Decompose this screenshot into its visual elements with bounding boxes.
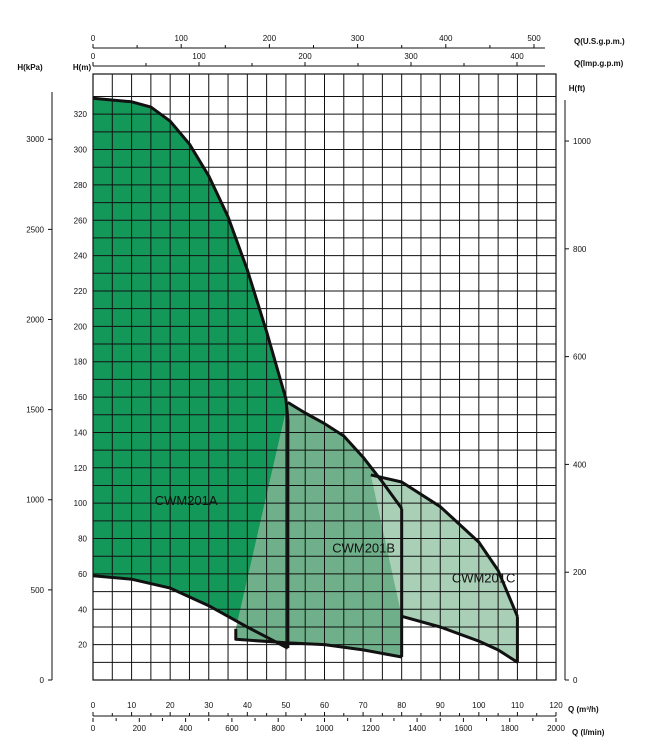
lmin-tick-label: 2000	[547, 724, 565, 733]
y-tick-label: 120	[74, 464, 88, 473]
kpa-tick-label: 3000	[26, 135, 44, 144]
ft-tick-label: 1000	[573, 137, 591, 146]
lmin-tick-label: 600	[225, 724, 239, 733]
region-cwm201c	[370, 474, 518, 663]
region-label-cwm201c: CWM201C	[452, 571, 516, 586]
impgpm-tick-label: 100	[192, 52, 206, 61]
kpa-tick-label: 1000	[26, 496, 44, 505]
y-tick-label: 320	[74, 110, 88, 119]
region-cwm201a	[93, 98, 288, 649]
y-tick-label: 40	[78, 605, 87, 614]
usgpm-axis-label: Q(U.S.g.p.m.)	[574, 37, 625, 46]
y-tick-label: 260	[74, 216, 88, 225]
y-tick-label: 20	[78, 641, 87, 650]
x-tick-label: 40	[243, 701, 252, 710]
region-label-cwm201a: CWM201A	[155, 493, 218, 508]
y-tick-label: 200	[74, 322, 88, 331]
curve-upper-cwm201a	[92, 96, 290, 419]
plot-frame	[92, 73, 557, 681]
usgpm-tick-label: 500	[527, 34, 541, 43]
x-axis-label: Q (m³/h)	[568, 705, 599, 714]
curve-lower-cwm201b	[234, 628, 402, 659]
y-tick-label: 160	[74, 393, 88, 402]
region-label-cwm201b: CWM201B	[332, 541, 395, 556]
ft-tick-label: 0	[573, 676, 578, 685]
y-tick-label: 240	[74, 252, 88, 261]
curve-upper-cwm201c	[370, 473, 519, 617]
y-tick-label: 80	[78, 535, 87, 544]
kpa-axis-label: H(kPa)	[17, 63, 43, 72]
y-tick-label: 100	[74, 499, 88, 508]
y-axis-label: H(m)	[73, 63, 92, 72]
lmin-tick-label: 1200	[362, 724, 380, 733]
x-tick-label: 30	[204, 701, 213, 710]
pump-regions	[93, 98, 518, 663]
lmin-tick-label: 1600	[455, 724, 473, 733]
x-tick-label: 110	[511, 701, 524, 710]
kpa-tick-label: 2500	[26, 225, 44, 234]
lmin-tick-label: 1000	[316, 724, 334, 733]
region-labels: CWM201A CWM201B CWM201C	[155, 493, 516, 586]
curve-lower-cwm201c	[401, 614, 519, 664]
impgpm-axis-label: Q(Imp.g.p.m)	[574, 59, 624, 68]
usgpm-tick-label: 200	[263, 34, 277, 43]
kpa-tick-label: 500	[31, 586, 45, 595]
impgpm-tick-label: 400	[510, 52, 524, 61]
region-cwm201b	[235, 402, 402, 657]
kpa-tick-label: 2000	[26, 315, 44, 324]
usgpm-tick-label: 400	[439, 34, 453, 43]
ft-tick-label: 400	[573, 460, 587, 469]
y-tick-label: 280	[74, 181, 88, 190]
x-tick-label: 100	[472, 701, 486, 710]
x-tick-label: 80	[397, 701, 406, 710]
x-tick-label: 0	[91, 701, 96, 710]
lmin-tick-label: 200	[133, 724, 147, 733]
y-tick-label: 300	[74, 146, 88, 155]
x-tick-label: 20	[166, 701, 175, 710]
x-tick-label: 50	[281, 701, 290, 710]
x-tick-label: 70	[359, 701, 368, 710]
usgpm-tick-label: 100	[175, 34, 189, 43]
ft-tick-label: 800	[573, 245, 587, 254]
impgpm-tick-label: 0	[91, 52, 96, 61]
ft-axis-label: H(ft)	[569, 84, 586, 93]
y-tick-label: 60	[78, 570, 87, 579]
x-tick-label: 60	[320, 701, 329, 710]
lmin-tick-label: 1400	[408, 724, 426, 733]
lmin-axis-label: Q (l/min)	[572, 728, 605, 737]
x-tick-label: 120	[549, 701, 563, 710]
lmin-tick-label: 1800	[501, 724, 519, 733]
y-tick-label: 180	[74, 358, 88, 367]
impgpm-tick-label: 300	[404, 52, 418, 61]
curve-upper-cwm201b	[287, 401, 403, 510]
axes: 2040608010012014016018020022024026028030…	[17, 34, 625, 737]
lmin-tick-label: 800	[272, 724, 286, 733]
lmin-tick-label: 400	[179, 724, 193, 733]
impgpm-tick-label: 200	[298, 52, 312, 61]
x-tick-label: 90	[436, 701, 445, 710]
region-outlines	[92, 96, 519, 664]
usgpm-tick-label: 300	[351, 34, 365, 43]
y-tick-label: 220	[74, 287, 88, 296]
x-tick-label: 10	[127, 701, 136, 710]
lmin-tick-label: 0	[91, 724, 96, 733]
kpa-tick-label: 0	[40, 676, 45, 685]
ft-tick-label: 600	[573, 353, 587, 362]
curve-lower-cwm201a	[92, 574, 289, 650]
ft-tick-label: 200	[573, 568, 587, 577]
y-tick-label: 140	[74, 428, 88, 437]
kpa-tick-label: 1500	[26, 406, 44, 415]
usgpm-tick-label: 0	[91, 34, 96, 43]
